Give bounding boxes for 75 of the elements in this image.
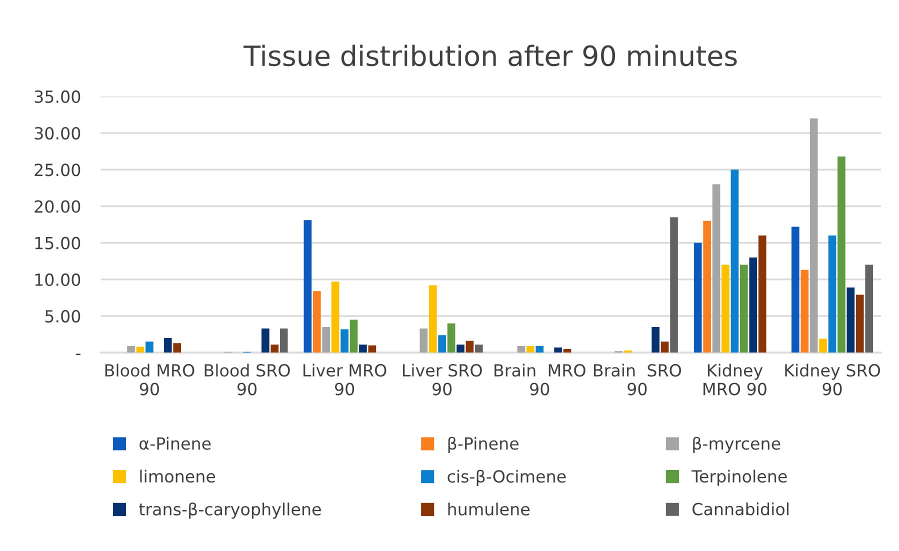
bar: [280, 328, 288, 353]
legend-label: β-Pinene: [448, 436, 518, 454]
y-tick-label: 5.00: [45, 310, 80, 323]
x-tick-label: Liver MRO 90: [304, 364, 386, 396]
bar: [428, 285, 437, 353]
x-tick-label: Blood MRO 90: [105, 364, 194, 396]
legend-label: Cannabidiol: [692, 502, 788, 516]
bar: [438, 335, 446, 353]
y-tick-label: 20.00: [34, 200, 80, 213]
x-tick-label: Kidney SRO 90: [785, 364, 880, 396]
bar: [730, 170, 739, 353]
bar: [526, 346, 534, 353]
bar: [554, 348, 562, 353]
bar: [652, 327, 660, 353]
y-tick-label: 25.00: [34, 164, 80, 176]
bar: [447, 323, 456, 353]
bar: [838, 156, 846, 353]
bar: [856, 294, 864, 353]
bar: [340, 329, 348, 353]
bar: [368, 345, 376, 353]
legend-label: β-myrcene: [693, 436, 780, 454]
bar: [712, 184, 720, 353]
bar: [865, 264, 874, 353]
chart-title: Tissue distribution after 90 minutes: [243, 44, 737, 66]
bar: [322, 327, 330, 353]
bar: [670, 217, 678, 353]
legend-label: trans-β-caryophyllene: [139, 502, 321, 519]
bar: [466, 340, 474, 353]
bar: [164, 338, 172, 353]
bar: [173, 343, 182, 353]
bar: [262, 328, 270, 353]
bar: [749, 257, 758, 353]
bar: [758, 236, 766, 353]
y-tick-label: 15.00: [35, 236, 80, 250]
legend-label: humulene: [448, 502, 530, 516]
x-tick-label: Brain MRO 90: [494, 364, 586, 396]
bar: [312, 291, 321, 353]
x-tick-label: Blood SRO 90: [204, 364, 290, 396]
y-tick-label: 10.00: [35, 273, 80, 286]
bar: [703, 220, 711, 353]
bar: [475, 344, 483, 353]
bar: [304, 220, 312, 353]
bar: [456, 344, 464, 353]
bar: [420, 328, 428, 353]
bar: [694, 242, 702, 353]
bar: [127, 346, 135, 353]
bar: [624, 350, 632, 353]
bar: [740, 264, 748, 353]
bar: [819, 338, 827, 353]
bar: [270, 344, 279, 353]
bar: [350, 320, 358, 353]
bar: [722, 264, 730, 353]
legend-label: limonene: [140, 470, 216, 483]
legend-label: cis-β-Ocimene: [448, 470, 566, 486]
legend-label: α-Pinene: [140, 436, 211, 450]
bar: [810, 118, 818, 353]
bar: [791, 226, 800, 353]
bar: [563, 348, 572, 353]
bar: [660, 342, 669, 353]
bar: [136, 346, 144, 353]
x-tick-label: Kidney MRO 90: [704, 364, 766, 396]
bar: [359, 344, 367, 353]
y-tick-label: -: [76, 354, 80, 356]
bar: [828, 236, 836, 353]
bar: [846, 287, 855, 353]
bar: [517, 346, 526, 353]
bar: [331, 282, 340, 353]
bar: [146, 342, 154, 353]
x-tick-label: Brain SRO 90: [594, 364, 682, 396]
y-tick-label: 35.00: [34, 90, 80, 103]
bar: [536, 346, 544, 353]
x-tick-label: Liver SRO 90: [402, 364, 482, 396]
legend-label: Terpinolene: [692, 470, 787, 486]
bar: [800, 270, 809, 353]
y-tick-label: 30.00: [34, 126, 80, 140]
